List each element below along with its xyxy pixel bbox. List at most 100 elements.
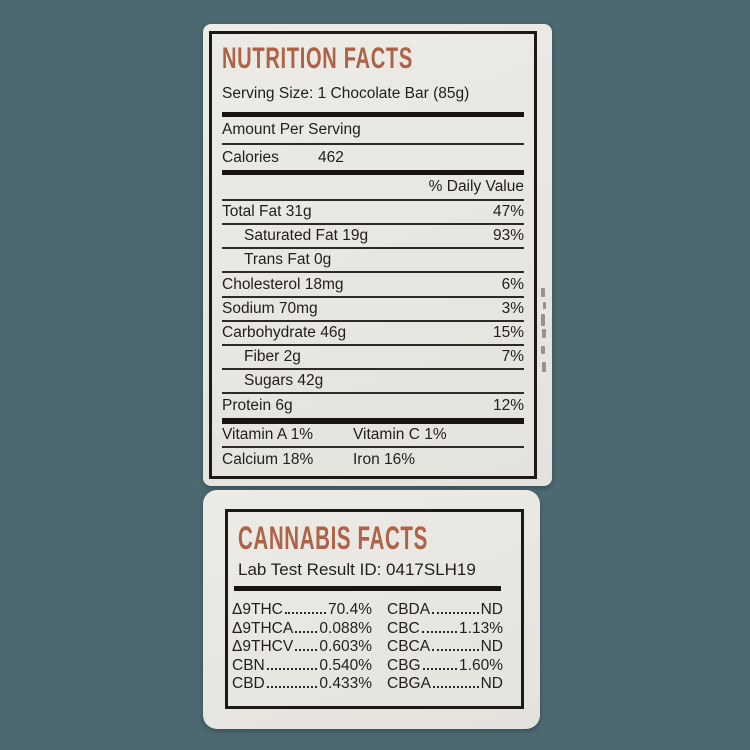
micronutrient-row: Calcium 18% Iron 16% <box>222 448 524 472</box>
cannabinoid-row: CBN 0.540% <box>232 657 372 676</box>
nutrient-label: Saturated Fat 19g <box>244 227 369 245</box>
nutrient-label: Trans Fat 0g <box>244 251 332 269</box>
label-edge-print-fragment <box>541 314 545 326</box>
calories-row: Calories 462 <box>222 145 524 170</box>
nutrient-label: Carbohydrate 46g <box>222 323 347 341</box>
nutrient-daily-value: 12% <box>492 396 524 414</box>
nutrition-facts-border-box: NUTRITION FACTS Serving Size: 1 Chocolat… <box>209 31 537 479</box>
dot-leader <box>295 630 318 633</box>
calories-value: 462 <box>318 148 344 166</box>
cannabinoid-row: Δ9THCA 0.088% <box>232 620 372 639</box>
cannabis-facts-title-row: CANNABIS FACTS <box>238 520 503 556</box>
nutrient-label: Fiber 2g <box>244 347 301 365</box>
cannabinoid-value: ND <box>480 638 503 656</box>
separator-thick-bar <box>222 418 524 424</box>
micronutrient-row: Vitamin A 1% Vitamin C 1% <box>222 424 524 448</box>
nutrient-row: Cholesterol 18mg 6% <box>222 273 524 298</box>
dot-leader <box>284 612 327 614</box>
cannabinoid-name: CBN <box>232 656 265 674</box>
cannabinoid-name: Δ9THCA <box>232 619 294 637</box>
label-edge-print-fragment <box>542 362 546 372</box>
nutrient-label: Cholesterol 18mg <box>222 275 344 293</box>
cannabinoid-name: CBCA <box>387 638 431 656</box>
cannabinoid-row: CBCA ND <box>387 638 503 657</box>
nutrient-row: Total Fat 31g 47% <box>222 201 524 226</box>
amount-per-serving-text: Amount Per Serving <box>222 117 524 145</box>
nutrient-label: Sodium 70mg <box>222 299 318 317</box>
cannabinoid-value: 0.088% <box>319 619 372 637</box>
calories-label: Calories <box>222 148 279 166</box>
cannabinoid-row: Δ9THC 70.4% <box>232 601 372 620</box>
cannabinoid-row: Δ9THCV 0.603% <box>232 638 372 657</box>
nutrition-facts-title: NUTRITION FACTS <box>222 42 413 75</box>
cannabinoid-row: CBC 1.13% <box>387 620 503 639</box>
label-edge-print-fragment <box>541 346 545 354</box>
cannabinoid-name: CBD <box>232 675 265 693</box>
dot-leader <box>266 686 318 689</box>
nutrient-row: Carbohydrate 46g 15% <box>222 322 524 346</box>
cannabis-facts-label: CANNABIS FACTS Lab Test Result ID: 0417S… <box>203 490 540 729</box>
daily-value-header: % Daily Value <box>222 175 524 202</box>
nutrient-row: Fiber 2g 7% <box>222 346 524 370</box>
cannabinoid-value: 1.13% <box>459 619 503 637</box>
cannabinoid-name: CBDA <box>387 601 431 618</box>
nutrient-label: Sugars 42g <box>244 371 324 389</box>
cannabinoid-name: Δ9THCV <box>232 638 294 656</box>
nutrient-daily-value: 15% <box>492 323 524 341</box>
nutrient-daily-value: 7% <box>501 347 524 365</box>
label-edge-print-fragment <box>542 329 546 338</box>
nutrient-row: Sodium 70mg 3% <box>222 298 524 322</box>
cannabinoid-row: CBDA ND <box>387 601 503 620</box>
dot-leader <box>421 630 458 633</box>
cannabis-facts-title: CANNABIS FACTS <box>238 520 428 556</box>
cannabinoid-column-left: Δ9THC 70.4% Δ9THCA 0.088% Δ9THCV 0.603% <box>232 601 372 694</box>
cannabinoid-value: ND <box>480 675 503 693</box>
separator-thick-bar <box>222 112 524 117</box>
cannabinoid-row: CBGA ND <box>387 675 503 694</box>
cannabinoid-row: CBD 0.433% <box>232 675 372 694</box>
nutrient-label: Total Fat 31g <box>222 203 312 221</box>
nutrient-daily-value: 93% <box>492 227 524 245</box>
cannabinoid-row: CBG 1.60% <box>387 657 503 676</box>
cannabinoid-name: CBGA <box>387 675 431 693</box>
label-edge-print-fragment <box>541 288 545 297</box>
nutrient-daily-value: 6% <box>501 275 524 293</box>
cannabinoid-table: Δ9THC 70.4% Δ9THCA 0.088% Δ9THCV 0.603% <box>232 601 503 694</box>
dot-leader <box>266 667 318 670</box>
dot-leader <box>432 649 479 652</box>
cannabinoid-column-right: CBDA ND CBC 1.13% CBCA ND <box>387 601 503 694</box>
nutrient-row: Trans Fat 0g <box>222 249 524 274</box>
nutrient-label: Protein 6g <box>222 396 293 414</box>
nutrient-row: Protein 6g 12% <box>222 394 524 418</box>
micronutrient-cell: Calcium 18% <box>222 450 314 468</box>
micronutrient-cell: Vitamin C 1% <box>353 425 447 443</box>
serving-size-text: Serving Size: 1 Chocolate Bar (85g) <box>222 85 470 102</box>
dot-leader <box>422 667 458 670</box>
label-edge-print-fragment <box>543 302 546 309</box>
nutrition-facts-title-row: NUTRITION FACTS <box>222 44 524 74</box>
nutrient-row: Saturated Fat 19g 93% <box>222 225 524 250</box>
cannabinoid-value: 0.433% <box>319 675 372 693</box>
dot-leader <box>432 686 479 689</box>
cannabinoid-value: 0.603% <box>319 638 372 656</box>
cannabinoid-value: 70.4% <box>328 601 372 618</box>
cannabis-facts-border-box: CANNABIS FACTS Lab Test Result ID: 0417S… <box>225 509 524 709</box>
dot-leader <box>295 649 318 652</box>
cannabinoid-value: ND <box>480 601 503 618</box>
nutrient-daily-value: 47% <box>492 203 524 221</box>
cannabinoid-name: Δ9THC <box>232 601 283 618</box>
dot-leader <box>432 612 479 614</box>
cannabinoid-name: CBC <box>387 619 420 637</box>
separator-thick-bar <box>234 586 501 591</box>
nutrient-row: Sugars 42g <box>222 370 524 394</box>
nutrition-facts-label: NUTRITION FACTS Serving Size: 1 Chocolat… <box>203 24 552 486</box>
micronutrient-cell: Vitamin A 1% <box>222 425 314 443</box>
cannabinoid-value: 1.60% <box>459 656 503 674</box>
nutrient-daily-value: 3% <box>501 299 524 317</box>
cannabinoid-name: CBG <box>387 656 421 674</box>
separator-thick-bar <box>222 170 524 176</box>
lab-test-result-id: Lab Test Result ID: 0417SLH19 <box>238 560 476 579</box>
cannabinoid-value: 0.540% <box>319 656 372 674</box>
micronutrient-cell: Iron 16% <box>353 450 416 468</box>
